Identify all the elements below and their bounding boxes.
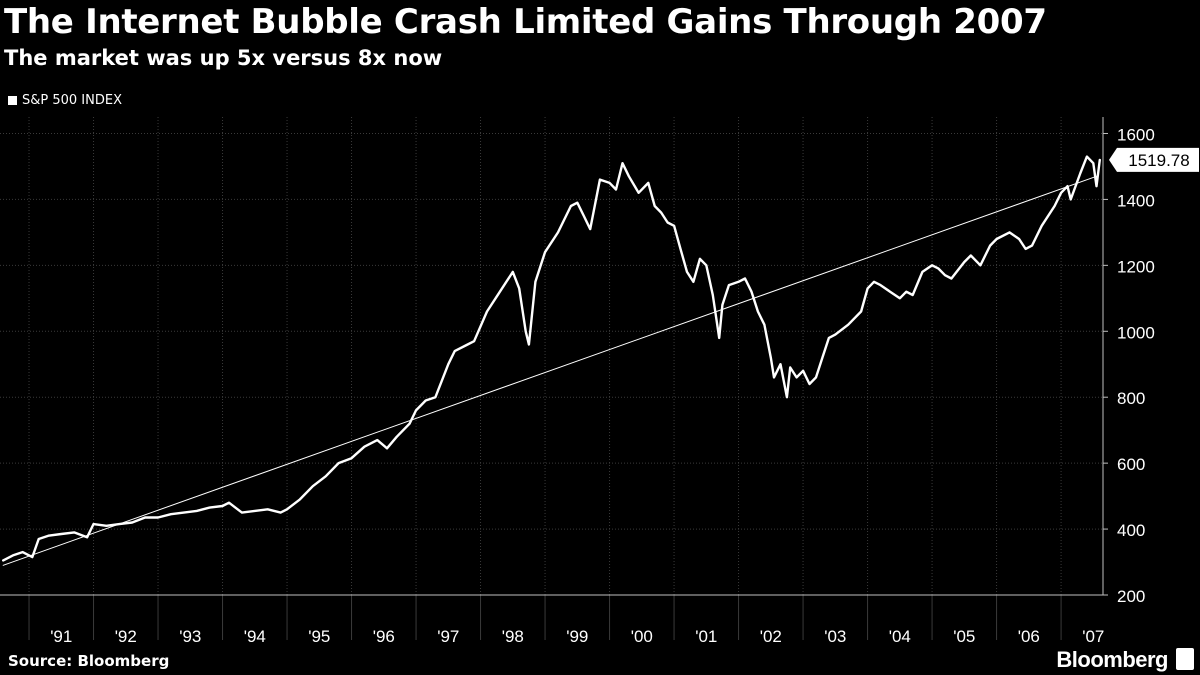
y-tick-label: 400: [1117, 521, 1145, 540]
sp500-line: [2, 155, 1101, 562]
axis-labels: 200 400 600 800 1000 1200 1400 1600 '91 '92 '93 '94…: [50, 125, 1199, 646]
legend: S&P 500 INDEX: [8, 92, 122, 108]
x-tick-label: '99: [566, 627, 588, 646]
y-tick-label: 600: [1117, 455, 1145, 474]
last-value-label: 1519.78: [1128, 151, 1189, 170]
x-tick-label: '01: [695, 627, 717, 646]
y-tick-label: 1600: [1117, 125, 1155, 144]
x-tick-label: '93: [179, 627, 201, 646]
x-tick-label: '95: [308, 627, 330, 646]
x-tick-label: '04: [889, 627, 911, 646]
x-tick-label: '00: [631, 627, 653, 646]
grid: [0, 117, 1103, 596]
x-tick-label: '96: [373, 627, 395, 646]
legend-label: S&P 500 INDEX: [22, 92, 122, 108]
chart-subtitle: The market was up 5x versus 8x now: [4, 46, 443, 70]
series-layer: [2, 155, 1101, 566]
y-tick-label: 1200: [1117, 257, 1155, 276]
x-tick-label: '91: [50, 627, 72, 646]
x-tick-label: '07: [1082, 627, 1104, 646]
source-note: Source: Bloomberg: [8, 652, 170, 670]
x-tick-label: '98: [502, 627, 524, 646]
y-tick-label: 200: [1117, 587, 1145, 606]
legend-swatch: [8, 95, 17, 105]
last-value-callout: [1109, 147, 1199, 172]
brand-logo-text: Bloomberg: [1056, 647, 1168, 672]
x-tick-label: '92: [115, 627, 137, 646]
x-tick-label: '06: [1018, 627, 1040, 646]
y-tick-label: 800: [1117, 389, 1145, 408]
axes: [0, 117, 1108, 640]
x-tick-label: '02: [760, 627, 782, 646]
x-tick-label: '94: [244, 627, 266, 646]
y-tick-label: 1000: [1117, 323, 1155, 342]
chart-title: The Internet Bubble Crash Limited Gains …: [4, 2, 1047, 42]
x-tick-label: '03: [824, 627, 846, 646]
x-tick-label: '97: [437, 627, 459, 646]
trend-line: [2, 175, 1097, 566]
x-tick-label: '05: [953, 627, 975, 646]
bloomberg-icon: [1176, 648, 1194, 670]
y-tick-label: 1400: [1117, 191, 1155, 210]
